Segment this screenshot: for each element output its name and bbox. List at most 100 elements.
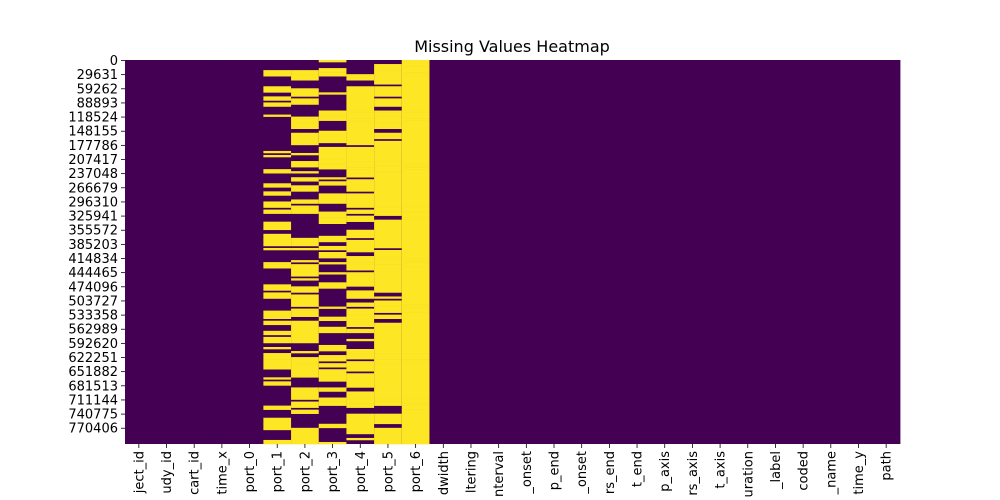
missing-cell — [401, 76, 430, 81]
x-tick-label: uration — [741, 451, 756, 497]
missing-cell — [401, 90, 430, 97]
missing-cell — [346, 161, 375, 168]
missing-cell — [346, 175, 375, 178]
missing-cell — [346, 282, 375, 287]
missing-cell — [401, 211, 430, 218]
missing-cell — [263, 239, 292, 247]
missing-cell — [291, 161, 320, 168]
missing-cell — [318, 326, 347, 334]
missing-cell — [291, 270, 320, 277]
missing-cell — [374, 276, 403, 281]
missing-cell — [263, 417, 292, 425]
missing-cell — [263, 316, 292, 319]
missing-cell — [263, 233, 292, 241]
missing-cell — [346, 314, 375, 319]
missing-cell — [291, 134, 320, 142]
missing-cell — [291, 90, 320, 97]
missing-cell — [346, 361, 375, 368]
missing-cell — [374, 373, 403, 380]
missing-cell — [318, 355, 347, 362]
heatmap-column-11 — [429, 60, 458, 444]
missing-cell — [318, 159, 347, 164]
missing-cell — [374, 338, 403, 342]
missing-cell — [346, 367, 375, 372]
missing-cell — [346, 193, 375, 198]
missing-cell — [374, 161, 403, 166]
missing-cell — [401, 326, 430, 334]
missing-cell — [318, 306, 347, 309]
missing-cell — [263, 322, 292, 326]
heatmap-column-16 — [567, 60, 596, 444]
missing-cell — [401, 346, 430, 354]
missing-cell — [401, 130, 430, 134]
x-tick-label: p_end — [548, 451, 563, 490]
missing-cell — [346, 229, 375, 233]
y-tick-label: 148155 — [68, 125, 118, 140]
missing-cell — [374, 306, 403, 313]
x-tick-label: time_x — [215, 451, 230, 495]
missing-cell — [291, 300, 320, 307]
missing-cell — [318, 369, 347, 374]
missing-cell — [374, 211, 403, 216]
y-tick-label: 237048 — [68, 167, 118, 182]
missing-cell — [401, 191, 430, 194]
missing-cell — [374, 98, 403, 103]
y-tick-label: 533358 — [68, 309, 118, 324]
missing-cell — [374, 90, 403, 97]
heatmap-column-4 — [235, 60, 264, 444]
x-tick-label: _onset — [575, 451, 590, 495]
missing-cell — [401, 282, 430, 289]
missing-cell — [346, 338, 375, 342]
missing-cell — [401, 288, 430, 295]
missing-cell — [374, 367, 403, 372]
missing-cell — [401, 241, 430, 245]
x-tick-label: port_0 — [243, 451, 258, 492]
missing-cell — [346, 256, 375, 263]
missing-cell — [401, 276, 430, 283]
missing-cell — [291, 330, 320, 334]
missing-cell — [318, 114, 347, 117]
missing-cell — [346, 399, 375, 404]
missing-cell — [401, 207, 430, 212]
missing-cell — [346, 381, 375, 388]
missing-cell — [291, 365, 320, 370]
missing-cell — [291, 152, 320, 156]
missing-cell — [374, 245, 403, 249]
missing-cell — [374, 395, 403, 398]
missing-cell — [346, 274, 375, 281]
missing-cell — [374, 439, 403, 445]
missing-cell — [374, 286, 403, 289]
missing-cell — [346, 233, 375, 237]
missing-cell — [346, 120, 375, 123]
missing-cell — [346, 201, 375, 208]
missing-cell — [291, 177, 320, 182]
missing-cell — [263, 183, 292, 188]
missing-cell — [374, 144, 403, 150]
heatmap-column-19 — [650, 60, 679, 444]
missing-cell — [346, 235, 375, 239]
chart-title: Missing Values Heatmap — [414, 37, 610, 56]
missing-cell — [318, 373, 347, 378]
missing-cell — [291, 351, 320, 354]
missing-cell — [263, 353, 292, 360]
y-tick-label: 0 — [110, 54, 118, 69]
missing-cell — [401, 233, 430, 241]
heatmap-column-14 — [512, 60, 541, 444]
missing-cell — [318, 282, 347, 289]
missing-cell — [346, 231, 375, 235]
missing-cell — [401, 96, 430, 101]
x-tick-label: dwidth — [437, 451, 452, 495]
missing-cell — [318, 68, 347, 73]
missing-cell — [263, 284, 292, 291]
missing-cell — [401, 403, 430, 406]
missing-cell — [346, 328, 375, 332]
x-tick-label: port_1 — [271, 451, 286, 492]
missing-cell — [291, 286, 320, 289]
missing-cell — [401, 405, 430, 410]
missing-cell — [401, 104, 430, 111]
missing-cell — [374, 154, 403, 162]
missing-cell — [263, 262, 292, 265]
missing-cell — [291, 116, 320, 119]
missing-cell — [291, 140, 320, 146]
missing-cell — [401, 361, 430, 364]
